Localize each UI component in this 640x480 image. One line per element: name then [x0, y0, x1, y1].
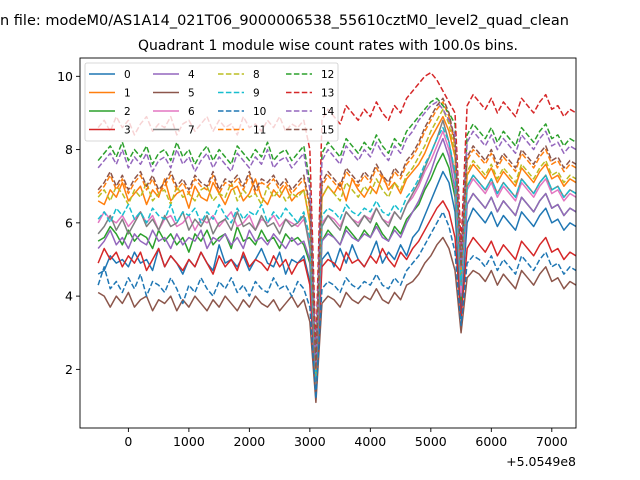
series-line-8 — [97, 108, 576, 374]
x-tick-label: 4000 — [354, 434, 386, 449]
y-tick-label: 6 — [65, 215, 73, 230]
series-line-1 — [97, 115, 576, 378]
legend-label-14: 14 — [321, 106, 335, 118]
series-line-3 — [97, 200, 576, 396]
legend-label-4: 4 — [188, 69, 195, 81]
legend-label-10: 10 — [253, 106, 266, 118]
plot-frame — [79, 57, 577, 429]
legend-label-2: 2 — [124, 106, 131, 118]
legend-label-0: 0 — [124, 69, 131, 81]
series-line-6 — [97, 130, 576, 382]
series-line-9 — [97, 126, 576, 378]
y-tick-label: 10 — [57, 69, 73, 84]
legend-label-9: 9 — [253, 88, 260, 100]
y-axis: 2 4 6 8 10 — [57, 69, 80, 377]
legend-label-11: 11 — [253, 125, 266, 137]
series-line-10 — [97, 211, 576, 400]
figure-suptitle: n file: modeM0/AS1A14_021T06_9000006538_… — [0, 13, 569, 29]
series-line-7 — [97, 119, 576, 385]
y-tick-label: 2 — [65, 362, 73, 377]
x-tick-label: 6000 — [475, 434, 507, 449]
chart-title: Quadrant 1 module wise count rates with … — [138, 38, 518, 54]
series-line-12 — [97, 97, 576, 363]
x-tick-label: 5000 — [415, 434, 447, 449]
legend-label-3: 3 — [124, 125, 131, 137]
series-line-0 — [97, 170, 576, 393]
x-tick-label: 3000 — [294, 434, 326, 449]
x-tick-label: 1000 — [173, 434, 205, 449]
series-line-14 — [97, 101, 576, 367]
series-line-11 — [97, 101, 576, 371]
series-line-4 — [97, 137, 576, 385]
y-tick-label: 4 — [65, 289, 73, 304]
legend-label-8: 8 — [253, 69, 260, 81]
legend-label-1: 1 — [124, 88, 131, 100]
legend-label-6: 6 — [188, 106, 195, 118]
legend-label-7: 7 — [188, 125, 195, 137]
series-line-15 — [97, 97, 576, 371]
legend-label-5: 5 — [188, 88, 195, 100]
x-tick-label: 2000 — [233, 434, 265, 449]
x-axis-offset-label: +5.0549e8 — [506, 454, 576, 469]
x-tick-label: 7000 — [536, 434, 568, 449]
legend-label-12: 12 — [321, 69, 334, 81]
x-axis: 0 1000 2000 3000 4000 5000 6000 7000 — [124, 428, 568, 449]
legend-box — [84, 62, 339, 142]
legend-label-15: 15 — [321, 125, 334, 137]
x-tick-label: 0 — [124, 434, 132, 449]
y-tick-label: 8 — [65, 142, 73, 157]
legend-label-13: 13 — [321, 88, 334, 100]
